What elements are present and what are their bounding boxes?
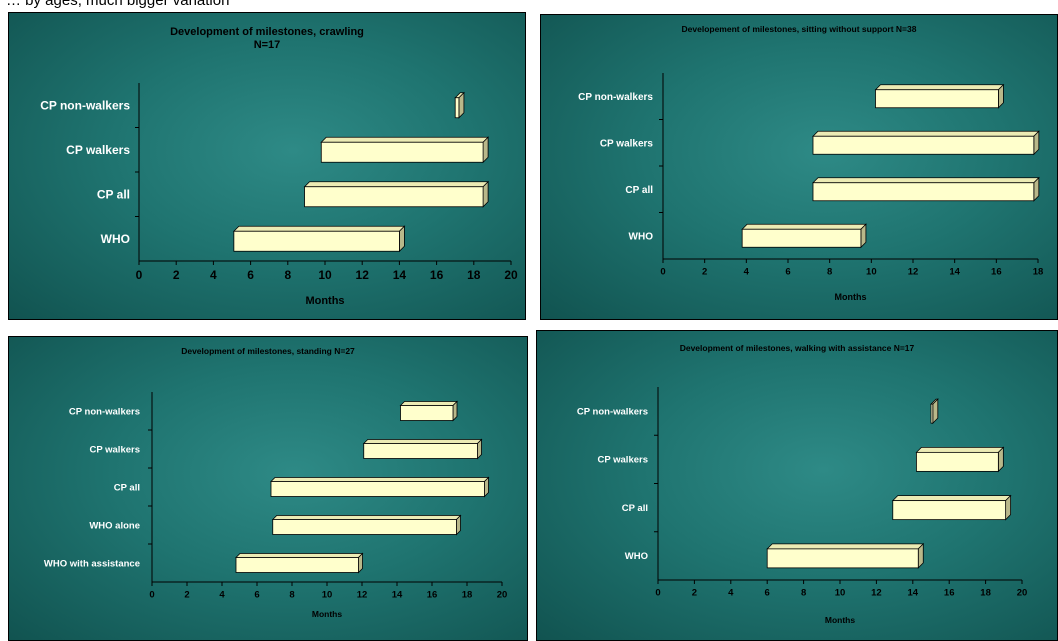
x-tick-label: 14: [393, 268, 407, 282]
x-tick-label: 10: [866, 267, 877, 278]
category-label: CP non-walkers: [69, 406, 140, 417]
category-label: CP all: [114, 482, 140, 493]
chart-title: Development of milestones, walking with …: [680, 343, 915, 353]
chart-panel-crawling: Development of milestones, crawling N=17 0…: [8, 12, 526, 320]
x-tick-label: 2: [173, 268, 180, 282]
x-tick-label: 0: [655, 588, 660, 599]
x-tick-label: 4: [728, 588, 734, 599]
category-label: WHO with assistance: [44, 558, 140, 569]
range-bar: [741, 223, 867, 249]
category-label: CP all: [97, 187, 130, 201]
range-bar: [930, 398, 939, 425]
x-tick-label: 10: [322, 590, 333, 601]
x-tick-label: 8: [801, 588, 806, 599]
x-tick-label: 20: [1017, 588, 1028, 599]
chart-subtitle: N=17: [254, 39, 281, 51]
range-bar: [399, 400, 458, 422]
range-bar: [812, 176, 1040, 202]
chart-title: Development of milestones, standing N=27: [181, 346, 355, 356]
x-tick-label: 8: [827, 267, 832, 278]
range-bar: [235, 552, 364, 574]
x-axis-label: Months: [825, 615, 855, 625]
range-bar: [320, 136, 490, 164]
x-tick-label: 0: [149, 590, 154, 601]
range-bar: [891, 494, 1012, 521]
x-tick-label: 6: [247, 268, 254, 282]
category-label: CP non-walkers: [577, 406, 648, 417]
range-bar: [766, 542, 925, 569]
x-tick-label: 0: [136, 268, 143, 282]
x-tick-label: 16: [427, 590, 438, 601]
range-bar: [874, 83, 1005, 109]
x-tick-label: 6: [785, 267, 790, 278]
category-label: CP non-walkers: [578, 92, 653, 103]
x-tick-label: 14: [908, 588, 919, 599]
x-tick-label: 2: [184, 590, 189, 601]
x-tick-label: 18: [980, 588, 991, 599]
x-tick-label: 18: [462, 590, 473, 601]
chart-title: Developement of milestones, sitting with…: [682, 24, 917, 34]
category-label: CP non-walkers: [40, 98, 130, 112]
page-caption: … by ages, much bigger variation: [6, 0, 230, 9]
x-tick-label: 4: [210, 268, 217, 282]
x-tick-label: 16: [991, 267, 1002, 278]
category-label: CP all: [622, 503, 648, 514]
x-tick-label: 12: [871, 588, 882, 599]
x-tick-label: 14: [392, 590, 403, 601]
x-tick-label: 8: [289, 590, 294, 601]
category-label: CP walkers: [597, 455, 648, 466]
category-label: CP walkers: [600, 138, 654, 149]
x-tick-label: 14: [949, 267, 960, 278]
x-tick-label: 6: [254, 590, 259, 601]
range-bar: [915, 446, 1005, 473]
category-label: CP walkers: [89, 444, 140, 455]
x-tick-label: 2: [692, 588, 697, 599]
x-tick-label: 16: [430, 268, 444, 282]
range-bar: [270, 476, 490, 498]
x-tick-label: 10: [835, 588, 846, 599]
x-tick-label: 12: [357, 590, 368, 601]
chart-title: Development of milestones, crawling: [170, 26, 364, 38]
category-label: WHO alone: [89, 520, 140, 531]
category-label: CP walkers: [66, 143, 130, 157]
x-axis-label: Months: [835, 292, 867, 302]
chart-panel-walking-with-assistance: Development of milestones, walking with …: [536, 330, 1058, 641]
range-bar: [271, 514, 462, 536]
x-tick-label: 0: [660, 267, 665, 278]
x-tick-label: 12: [908, 267, 919, 278]
category-label: CP all: [625, 185, 653, 196]
chart-panel-sitting: Developement of milestones, sitting with…: [540, 14, 1058, 320]
x-tick-label: 20: [497, 590, 508, 601]
x-tick-label: 12: [356, 268, 370, 282]
range-bar: [303, 180, 490, 208]
x-tick-label: 18: [467, 268, 481, 282]
range-bar: [362, 438, 483, 460]
x-axis-label: Months: [305, 295, 344, 307]
x-tick-label: 2: [702, 267, 707, 278]
x-tick-label: 8: [284, 268, 291, 282]
category-label: WHO: [629, 231, 654, 242]
chart-svg: Development of milestones, walking with …: [577, 343, 1028, 625]
range-bar: [812, 130, 1040, 156]
x-tick-label: 6: [765, 588, 770, 599]
x-tick-label: 20: [504, 268, 518, 282]
chart-svg: Developement of milestones, sitting with…: [578, 24, 1044, 302]
category-label: WHO: [625, 551, 648, 562]
x-axis-label: Months: [312, 609, 342, 619]
x-tick-label: 4: [744, 267, 750, 278]
x-tick-label: 4: [219, 590, 225, 601]
chart-svg: Development of milestones, standing N=27…: [44, 346, 508, 619]
x-tick-label: 10: [318, 268, 332, 282]
range-bar: [232, 225, 406, 253]
chart-panel-standing: Development of milestones, standing N=27…: [8, 336, 528, 641]
category-label: WHO: [101, 232, 130, 246]
range-bar: [454, 91, 465, 119]
x-tick-label: 18: [1033, 267, 1044, 278]
x-tick-label: 16: [944, 588, 955, 599]
